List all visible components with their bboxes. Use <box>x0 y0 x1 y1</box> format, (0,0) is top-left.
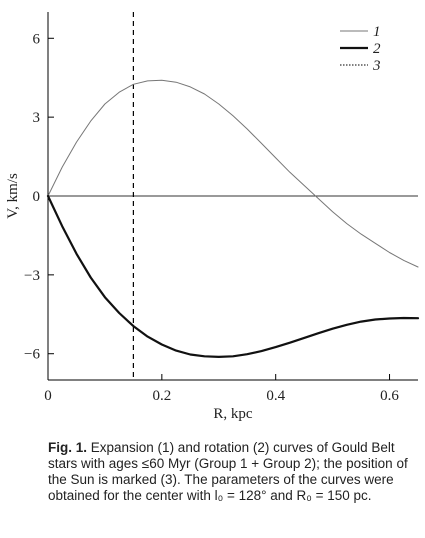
series-2-point-7 <box>147 336 148 337</box>
y-tick-label-2: 0 <box>33 189 41 205</box>
series-1-point-20 <box>332 211 333 212</box>
series-2-point-17 <box>289 342 290 343</box>
series-2-point-4 <box>104 297 105 298</box>
y-axis-label: V, km/s <box>5 173 21 219</box>
x-tick-label-0: 0 <box>44 388 52 404</box>
series-2-point-20 <box>332 328 333 329</box>
x-tick-label-1: 0.2 <box>152 388 171 404</box>
y-tick-label-4: 6 <box>33 31 41 47</box>
series-2-point-19 <box>318 333 319 334</box>
chart-figure: −6 −3 0 3 6 0 0.2 0.4 0.6 R, kpc V, km/s 1 2 3 <box>5 12 420 422</box>
series-2-point-3 <box>90 277 91 278</box>
series-2-point-24 <box>389 318 390 319</box>
series-1-point-10 <box>190 86 191 87</box>
series-2-point-15 <box>261 350 262 351</box>
series-1-point-23 <box>375 243 376 244</box>
series-1-point-14 <box>247 128 248 129</box>
series-1-point-24 <box>389 252 390 253</box>
series-2-point-21 <box>346 324 347 325</box>
series-1-point-12 <box>218 103 219 104</box>
y-tick-label-3: 3 <box>33 110 41 126</box>
series-1-point-15 <box>261 143 262 144</box>
series-1-point-3 <box>90 120 91 121</box>
series-1-point-25 <box>403 260 404 261</box>
series-1-point-7 <box>147 80 148 81</box>
x-tick-label-3: 0.6 <box>380 388 399 404</box>
caption-figure-label: Fig. 1. <box>48 440 88 455</box>
x-tick-label-2: 0.4 <box>266 388 285 404</box>
series-1-line <box>47 79 419 268</box>
series-2-point-2 <box>76 253 77 254</box>
series-1-point-21 <box>346 223 347 224</box>
series-1-point-4 <box>104 103 105 104</box>
series-2-point-12 <box>218 356 219 357</box>
y-tick-label-0: −6 <box>24 347 40 363</box>
series-1-point-17 <box>289 172 290 173</box>
y-tick-label-1: −3 <box>24 268 40 284</box>
series-2-point-1 <box>62 226 63 227</box>
series-1-point-26 <box>417 266 418 267</box>
series-1-point-6 <box>133 84 134 85</box>
legend-label-3: 3 <box>372 58 381 74</box>
series-2-point-8 <box>161 344 162 345</box>
series-1-point-11 <box>204 93 205 94</box>
series-1-point-1 <box>62 166 63 167</box>
x-axis-label: R, kpc <box>213 406 253 422</box>
series-2-point-26 <box>417 318 418 319</box>
figure-caption: Fig. 1. Expansion (1) and rotation (2) c… <box>48 440 418 504</box>
series-2-point-5 <box>119 312 120 313</box>
series-2-point-13 <box>232 356 233 357</box>
series-2-point-11 <box>204 356 205 357</box>
series-2-point-14 <box>247 354 248 355</box>
series-1-point-13 <box>232 115 233 116</box>
series-1-point-9 <box>175 82 176 83</box>
series-2-point-16 <box>275 347 276 348</box>
series-2-line <box>46 194 420 358</box>
series-1-point-18 <box>304 185 305 186</box>
series-1-point-22 <box>360 234 361 235</box>
series-2-point-10 <box>190 354 191 355</box>
series-2-point-23 <box>375 319 376 320</box>
caption-text: Expansion (1) and rotation (2) curves of… <box>48 440 408 503</box>
legend-label-1: 1 <box>373 24 381 40</box>
series-2-point-25 <box>403 317 404 318</box>
series-2-point-18 <box>304 337 305 338</box>
series-1-point-8 <box>161 80 162 81</box>
series-2-point-6 <box>133 326 134 327</box>
series-1-point-16 <box>275 157 276 158</box>
legend-label-2: 2 <box>373 41 381 57</box>
series-2-point-0 <box>47 195 48 196</box>
series-2-point-22 <box>360 321 361 322</box>
series-1-point-2 <box>76 142 77 143</box>
series-1-point-5 <box>119 92 120 93</box>
series-2-point-9 <box>175 350 176 351</box>
series-1-point-19 <box>318 198 319 199</box>
